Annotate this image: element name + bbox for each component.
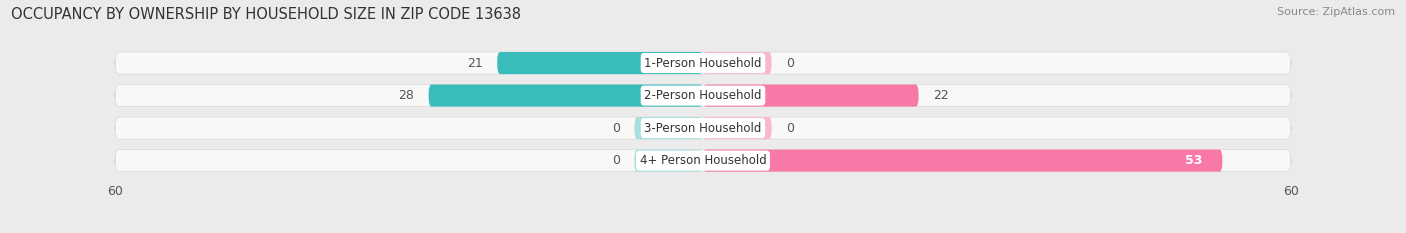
Text: 0: 0	[612, 122, 620, 135]
Text: 0: 0	[786, 57, 794, 70]
FancyBboxPatch shape	[703, 85, 918, 107]
Legend: Owner-occupied, Renter-occupied: Owner-occupied, Renter-occupied	[568, 229, 838, 233]
FancyBboxPatch shape	[634, 150, 703, 172]
Text: 0: 0	[786, 122, 794, 135]
FancyBboxPatch shape	[115, 52, 1291, 74]
FancyBboxPatch shape	[115, 85, 1291, 107]
FancyBboxPatch shape	[115, 117, 1291, 139]
FancyBboxPatch shape	[703, 52, 772, 74]
FancyBboxPatch shape	[115, 150, 1291, 172]
Text: 22: 22	[934, 89, 949, 102]
Text: 2-Person Household: 2-Person Household	[644, 89, 762, 102]
Text: 53: 53	[1185, 154, 1202, 167]
Text: 3-Person Household: 3-Person Household	[644, 122, 762, 135]
Text: 4+ Person Household: 4+ Person Household	[640, 154, 766, 167]
Text: 1-Person Household: 1-Person Household	[644, 57, 762, 70]
Text: 21: 21	[467, 57, 482, 70]
FancyBboxPatch shape	[634, 117, 703, 139]
FancyBboxPatch shape	[703, 117, 772, 139]
FancyBboxPatch shape	[498, 52, 703, 74]
FancyBboxPatch shape	[429, 85, 703, 107]
Text: OCCUPANCY BY OWNERSHIP BY HOUSEHOLD SIZE IN ZIP CODE 13638: OCCUPANCY BY OWNERSHIP BY HOUSEHOLD SIZE…	[11, 7, 522, 22]
Text: Source: ZipAtlas.com: Source: ZipAtlas.com	[1277, 7, 1395, 17]
Text: 0: 0	[612, 154, 620, 167]
FancyBboxPatch shape	[703, 150, 1222, 172]
Text: 28: 28	[398, 89, 413, 102]
